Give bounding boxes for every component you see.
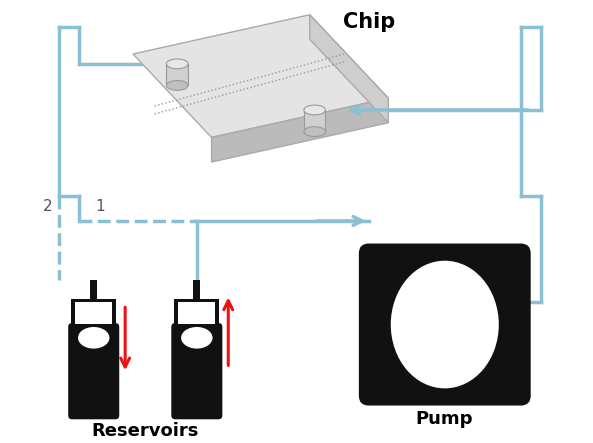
Bar	[90, 280, 97, 299]
Polygon shape	[212, 98, 388, 162]
Ellipse shape	[167, 59, 188, 69]
Ellipse shape	[181, 327, 212, 349]
Ellipse shape	[391, 261, 499, 389]
Text: 2: 2	[43, 199, 52, 214]
Bar	[178, 303, 215, 324]
Bar	[71, 299, 116, 327]
Ellipse shape	[78, 327, 110, 349]
Bar	[174, 299, 219, 327]
FancyBboxPatch shape	[359, 244, 531, 405]
Text: 1: 1	[95, 199, 106, 214]
Polygon shape	[304, 110, 326, 132]
Bar	[75, 303, 113, 324]
Bar	[193, 280, 200, 299]
FancyBboxPatch shape	[68, 323, 119, 419]
Ellipse shape	[304, 105, 326, 115]
Polygon shape	[310, 15, 388, 123]
Ellipse shape	[167, 81, 188, 90]
Text: Chip: Chip	[343, 12, 395, 32]
Polygon shape	[133, 15, 388, 137]
Ellipse shape	[304, 127, 326, 136]
Text: Reservoirs: Reservoirs	[91, 422, 199, 440]
Polygon shape	[167, 64, 188, 85]
FancyBboxPatch shape	[171, 323, 222, 419]
Text: Pump: Pump	[416, 411, 473, 428]
